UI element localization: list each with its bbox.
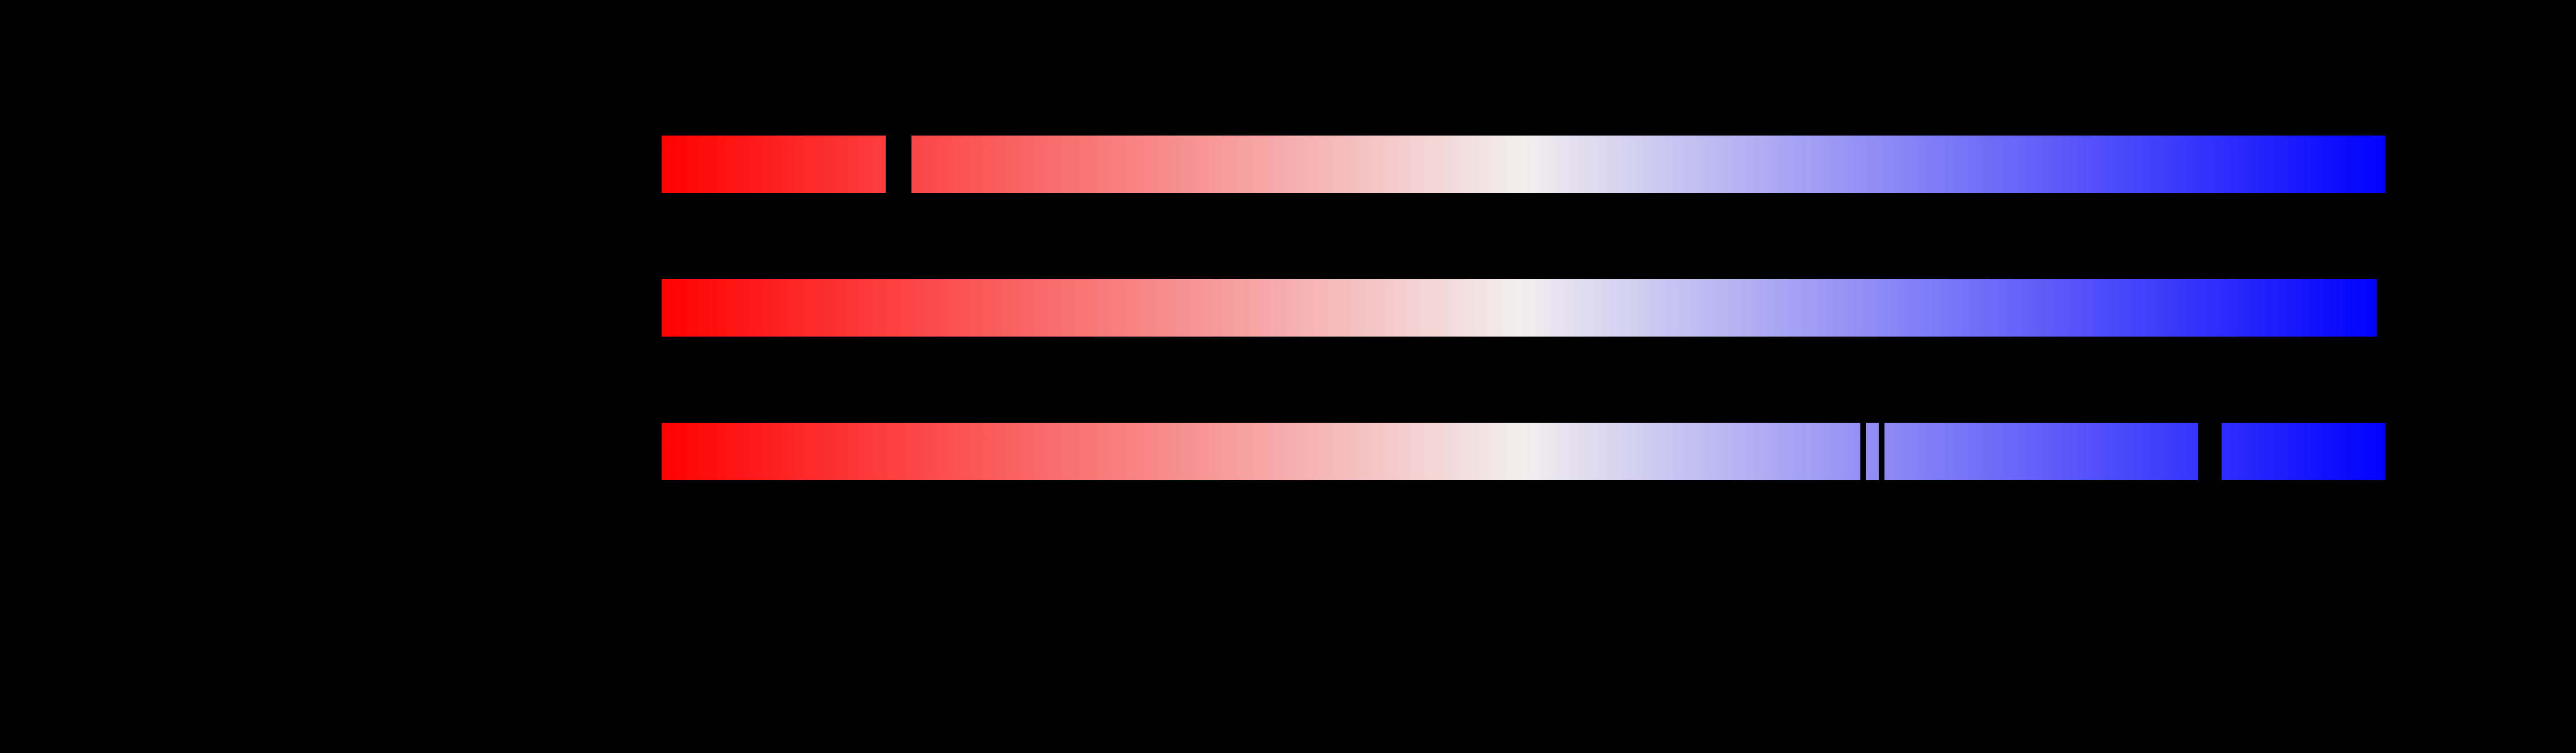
colorbar-3 [662, 423, 2385, 480]
colorbar-2 [662, 279, 2377, 337]
colorbar-3-segment-3 [1884, 423, 2198, 480]
colorbar-1-segment-2 [912, 136, 2385, 193]
colorbar-1 [662, 136, 2385, 193]
colorbar-3-segment-1 [662, 423, 1860, 480]
colorbar-2-segment-1 [662, 279, 2377, 337]
colorbar-1-segment-1 [662, 136, 886, 193]
colorbar-3-segment-4 [2222, 423, 2385, 480]
colorbar-3-segment-2 [1866, 423, 1879, 480]
